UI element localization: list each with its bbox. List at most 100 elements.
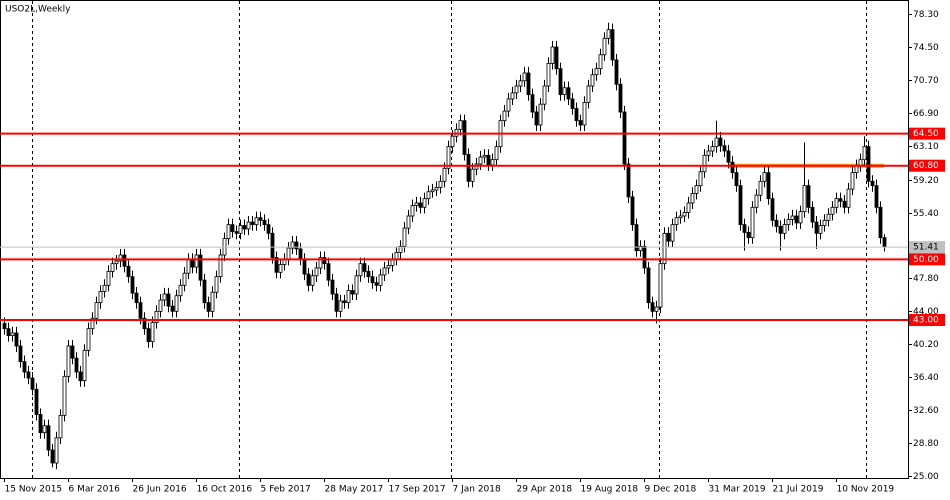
candle-body [402,227,407,247]
candle-body [50,449,55,464]
candle-body [538,103,543,126]
candle-body [834,198,839,208]
candle-body [554,46,559,70]
level-box [909,127,945,140]
candle-body [82,349,87,382]
candle-body [802,185,807,213]
candle-body [466,154,471,182]
candle-body [502,110,507,122]
candle-body [698,171,703,187]
candle-body [518,80,523,87]
candle-body [198,254,203,281]
candle-body [478,156,483,165]
candle-body [562,87,567,96]
candle-body [10,332,15,336]
candle-body [58,414,63,439]
candle-body [614,59,619,85]
y-tick-label: 32.60 [913,406,939,416]
candle-body [710,146,715,152]
candle-body [22,361,27,373]
candle-body [630,196,635,226]
candle-body [450,135,455,148]
candle-body [126,265,131,278]
y-tick-label: 66.90 [913,109,939,119]
candle-body [546,63,551,87]
candle-body [234,231,239,234]
candle-body [398,245,403,253]
candle-body [278,264,283,273]
candle-body [706,150,711,156]
candle-body [86,328,91,351]
candle-body [342,300,347,304]
candle-body [138,302,143,319]
candle-body [806,185,811,208]
candle-body [510,92,515,100]
candle-body [438,180,443,188]
candle-body [626,163,631,198]
candle-body [566,87,571,100]
candle-body [290,241,295,249]
candle-body [122,254,127,267]
candle-body [194,254,199,268]
candle-body [230,224,235,232]
candle-body [270,232,275,258]
candle-body [310,275,315,286]
candle-body [366,271,371,278]
y-tick-label: 25.00 [913,472,939,482]
candle-body [274,257,279,273]
candle-body [570,98,575,109]
candle-body [882,237,887,248]
candle-body [714,137,719,148]
candle-body [646,267,651,304]
candle-body [190,258,195,268]
candle-body [262,219,267,226]
candle-body [594,68,599,76]
y-tick-label: 47.80 [913,274,939,284]
candle-body [770,198,775,221]
candle-body [798,211,803,224]
candle-body [742,224,747,233]
candle-body [610,29,615,61]
candle-body [54,437,59,464]
candle-body [214,276,219,293]
candle-body [70,345,75,359]
x-tick-label: 15 Nov 2015 [5,485,63,495]
candle-body [694,185,699,194]
candle-body [662,232,667,265]
candle-body [750,206,755,239]
candle-body [842,200,847,208]
candle-body [258,217,263,221]
candle-body [674,217,679,226]
x-tick-label: 28 May 2017 [325,485,384,495]
candle-body [530,94,535,113]
candle-body [114,260,119,265]
x-tick-label: 21 Jul 2019 [773,485,824,495]
candle-body [346,290,351,304]
level-label: 43.00 [913,315,939,325]
candle-body [822,219,827,226]
candle-body [830,206,835,215]
candle-body [814,221,819,234]
candle-body [158,299,163,312]
candle-body [362,263,367,272]
candle-body [762,172,767,182]
candle-body [490,159,495,166]
candle-body [206,302,211,312]
candle-body [218,254,223,278]
candle-body [106,271,111,286]
candle-body [686,202,691,213]
period-separators [32,1,867,478]
candle-body [250,221,255,226]
candle-body [722,145,727,152]
candle-body [458,120,463,130]
candle-body [534,111,539,126]
candle-body [582,102,587,126]
x-tick-label: 10 Nov 2019 [837,485,895,495]
candle-body [378,274,383,286]
candle-body [670,224,675,242]
candle-body [154,310,159,323]
y-tick-label: 63.10 [913,142,939,152]
candle-body [26,371,31,379]
level-box [909,313,945,326]
